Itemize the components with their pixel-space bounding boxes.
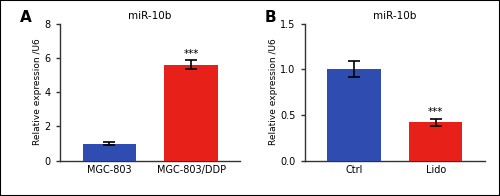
Y-axis label: Relative expression /U6: Relative expression /U6 (268, 39, 278, 145)
Bar (327, 69, 380, 161)
Text: ***: *** (184, 49, 199, 59)
Text: ***: *** (428, 107, 444, 117)
Bar (409, 122, 463, 161)
Title: miR-10b: miR-10b (373, 11, 416, 21)
Bar (82, 143, 136, 161)
Bar (164, 65, 218, 161)
Text: A: A (20, 10, 32, 25)
Title: miR-10b: miR-10b (128, 11, 172, 21)
Y-axis label: Relative expression /U6: Relative expression /U6 (33, 39, 42, 145)
Text: B: B (265, 10, 276, 25)
